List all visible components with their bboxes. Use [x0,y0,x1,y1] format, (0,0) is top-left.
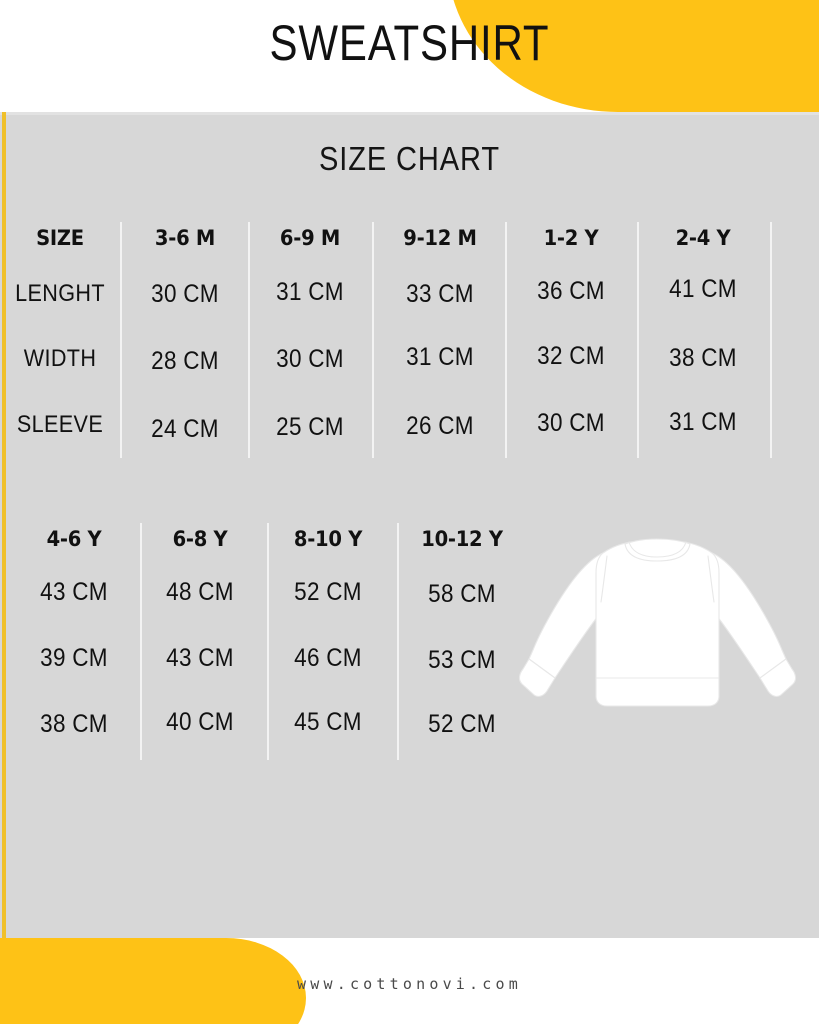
column-header-9-12m: 9-12 M [403,226,477,250]
panel-top-hairline [0,112,819,115]
cell-lenght-3-6m: 30 CM [151,280,219,308]
cell-sleeve-3-6m: 24 CM [151,415,219,443]
column-divider [140,523,142,760]
chart-subtitle: SIZE CHART [319,140,500,177]
cell-sleeve-2-4y: 31 CM [669,408,737,436]
cell-width-9-12m: 31 CM [406,343,474,371]
cell-sleeve-6-9m: 25 CM [276,413,344,441]
column-divider [120,222,122,458]
column-divider [770,222,772,458]
sweatshirt-illustration [518,538,797,707]
column-header-2-4y: 2-4 Y [675,226,731,250]
cell-width-2-4y: 38 CM [669,344,737,372]
cell-width-8-10y: 46 CM [294,644,362,672]
cell-lenght-8-10y: 52 CM [294,578,362,606]
cell-sleeve-4-6y: 38 CM [40,710,108,738]
cell-lenght-10-12y: 58 CM [428,580,496,608]
row-label-width: WIDTH [23,345,97,372]
column-header-1-2y: 1-2 Y [543,226,599,250]
row-label-lenght: LENGHT [15,280,105,307]
column-divider [505,222,507,458]
column-divider [248,222,250,458]
column-header-8-10y: 8-10 Y [293,527,363,551]
cell-width-1-2y: 32 CM [537,342,605,370]
cell-sleeve-6-8y: 40 CM [166,708,234,736]
cell-width-10-12y: 53 CM [428,646,496,674]
cell-sleeve-9-12m: 26 CM [406,412,474,440]
cell-width-3-6m: 28 CM [151,347,219,375]
cell-sleeve-1-2y: 30 CM [537,409,605,437]
cell-lenght-2-4y: 41 CM [669,275,737,303]
cell-sleeve-8-10y: 45 CM [294,708,362,736]
column-header-6-9m: 6-9 M [279,226,341,250]
row-label-sleeve: SLEEVE [16,411,104,438]
column-divider [372,222,374,458]
column-header-6-8y: 6-8 Y [172,527,228,551]
cell-width-6-9m: 30 CM [276,345,344,373]
column-header-10-12y: 10-12 Y [421,527,503,551]
column-divider [397,523,399,760]
column-divider [267,523,269,760]
column-header-size: SIZE [36,226,84,250]
size-chart-panel [0,112,819,938]
column-header-4-6y: 4-6 Y [46,527,102,551]
cell-lenght-9-12m: 33 CM [406,280,474,308]
column-divider [637,222,639,458]
yellow-accent-shape-bottom [0,938,306,1024]
cell-lenght-6-9m: 31 CM [276,278,344,306]
cell-sleeve-10-12y: 52 CM [428,710,496,738]
page-title: SWEATSHIRT [269,15,550,71]
footer-website-url[interactable]: www.cottonovi.com [297,975,522,993]
cell-width-6-8y: 43 CM [166,644,234,672]
cell-width-4-6y: 39 CM [40,644,108,672]
cell-lenght-4-6y: 43 CM [40,578,108,606]
column-header-3-6m: 3-6 M [154,226,216,250]
cell-lenght-6-8y: 48 CM [166,578,234,606]
cell-lenght-1-2y: 36 CM [537,277,605,305]
left-accent-line [2,112,6,938]
